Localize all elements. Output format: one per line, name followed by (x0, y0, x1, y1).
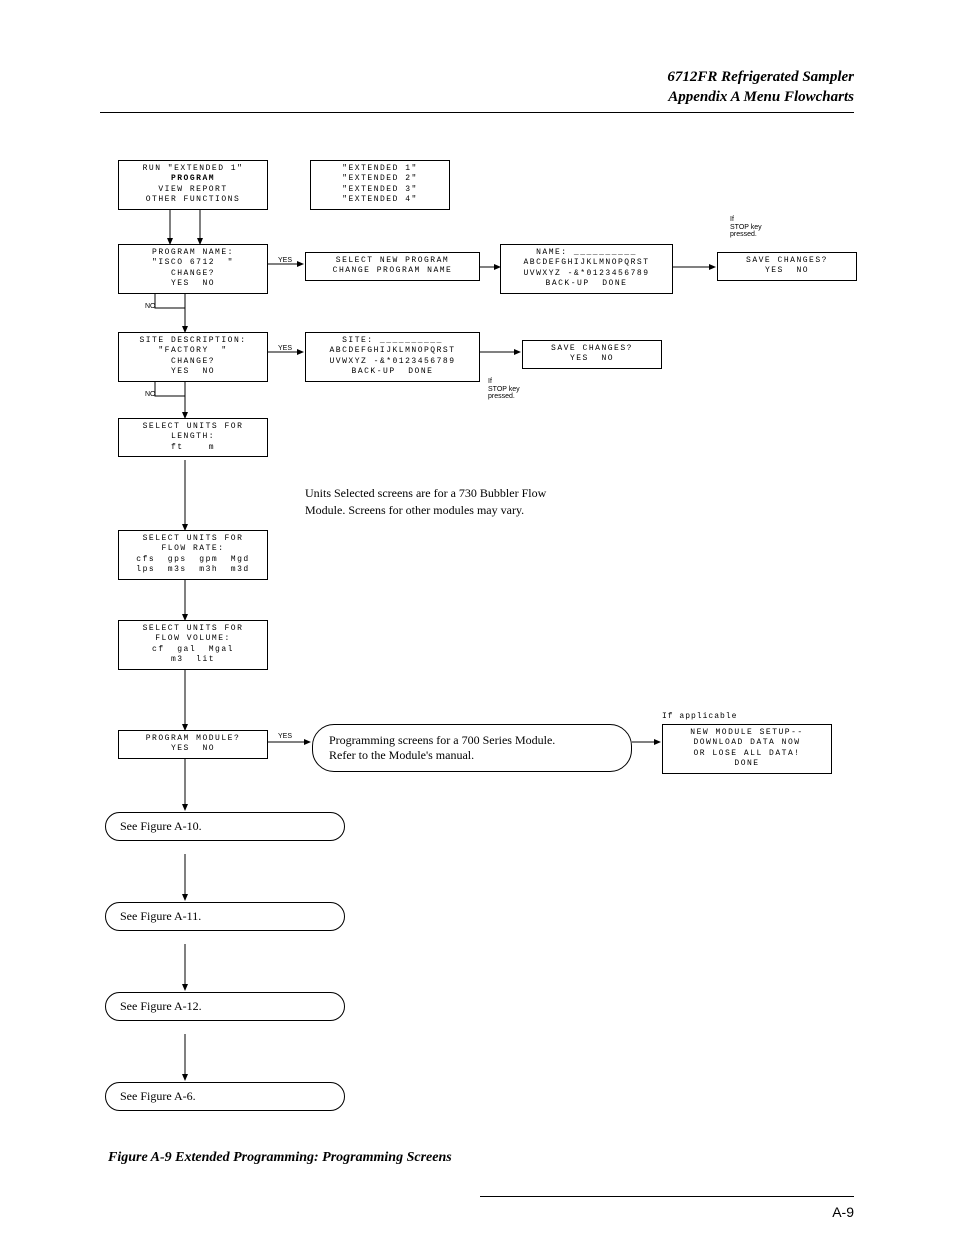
box-site-entry: SITE: __________ ABCDEFGHIJKLMNOPQRST UV… (305, 332, 480, 382)
footer-rule (480, 1196, 854, 1197)
note-units: Units Selected screens are for a 730 Bub… (305, 485, 625, 519)
header-line-2: Appendix A Menu Flowcharts (667, 88, 854, 108)
label-yes-3: YES (278, 733, 292, 740)
box-program-module: PROGRAM MODULE? YES NO (118, 730, 268, 759)
box-save-changes-1: SAVE CHANGES? YES NO (717, 252, 857, 281)
box-run-program: RUN "EXTENDED 1" PROGRAM VIEW REPORT OTH… (118, 160, 268, 210)
box-select-new-program: SELECT NEW PROGRAM CHANGE PROGRAM NAME (305, 252, 480, 281)
rbox-module-screens: Programming screens for a 700 Series Mod… (312, 724, 632, 772)
rbox-see-a10: See Figure A-10. (105, 812, 345, 841)
label-stop-1: If STOP key pressed. (730, 216, 762, 239)
label-no-1: NO (145, 303, 156, 310)
box-site-description: SITE DESCRIPTION: "FACTORY " CHANGE? YES… (118, 332, 268, 382)
page-number: A-9 (832, 1204, 854, 1220)
label-no-2: NO (145, 391, 156, 398)
box-new-module-setup: NEW MODULE SETUP-- DOWNLOAD DATA NOW OR … (662, 724, 832, 774)
box-save-changes-2: SAVE CHANGES? YES NO (522, 340, 662, 369)
box-extended-list: "EXTENDED 1" "EXTENDED 2" "EXTENDED 3" "… (310, 160, 450, 210)
label-yes-2: YES (278, 345, 292, 352)
page-header: 6712FR Refrigerated Sampler Appendix A M… (667, 68, 854, 107)
header-rule (100, 112, 854, 113)
box-program-name: PROGRAM NAME: "ISCO 6712 " CHANGE? YES N… (118, 244, 268, 294)
label-yes-1: YES (278, 257, 292, 264)
label-if-applicable: If applicable (662, 712, 737, 721)
figure-caption: Figure A-9 Extended Programming: Program… (108, 1150, 452, 1166)
box-name-entry: NAME: __________ ABCDEFGHIJKLMNOPQRST UV… (500, 244, 673, 294)
box-units-length: SELECT UNITS FOR LENGTH: ft m (118, 418, 268, 457)
box-run-program-bold: PROGRAM (171, 174, 215, 183)
rbox-see-a6: See Figure A-6. (105, 1082, 345, 1111)
rbox-see-a12: See Figure A-12. (105, 992, 345, 1021)
box-units-flowrate: SELECT UNITS FOR FLOW RATE: cfs gps gpm … (118, 530, 268, 580)
rbox-see-a11: See Figure A-11. (105, 902, 345, 931)
flowchart: RUN "EXTENDED 1" PROGRAM VIEW REPORT OTH… (100, 160, 860, 1160)
header-line-1: 6712FR Refrigerated Sampler (667, 68, 854, 88)
box-units-flowvolume: SELECT UNITS FOR FLOW VOLUME: cf gal Mga… (118, 620, 268, 670)
label-stop-2: If STOP key pressed. (488, 378, 520, 401)
